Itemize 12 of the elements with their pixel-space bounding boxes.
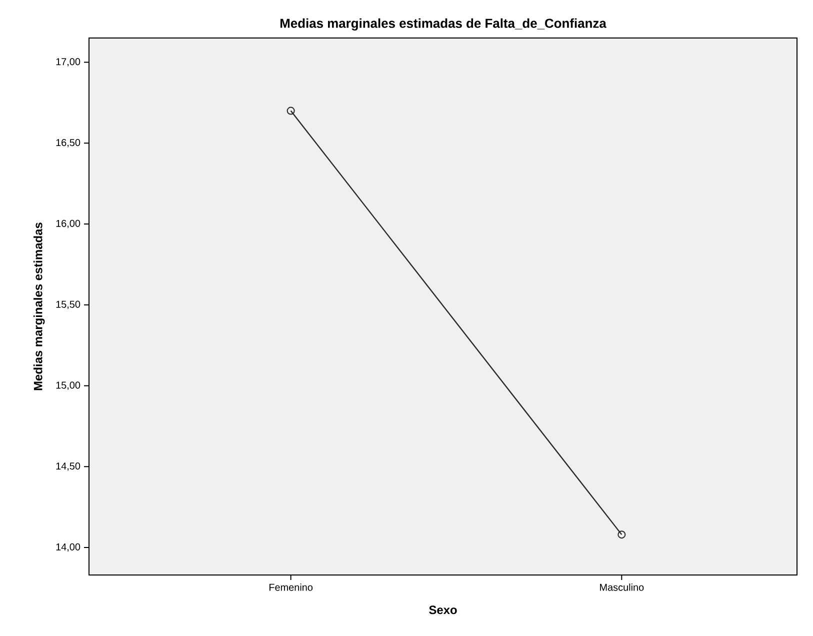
- y-tick-label: 14,50: [56, 462, 80, 471]
- x-tick-label: Masculino: [600, 584, 644, 591]
- x-axis-title: Sexo: [429, 606, 457, 614]
- chart-title: Medias marginales estimadas de Falta_de_Confianza: [280, 18, 606, 30]
- x-tick-label: Femenino: [269, 584, 313, 591]
- y-tick-label: 15,00: [56, 382, 80, 390]
- y-tick-label: 16,00: [56, 220, 80, 228]
- y-tick-label: 16,50: [56, 139, 80, 148]
- y-axis-title: Medias marginales estimadas: [34, 222, 45, 390]
- y-tick-label: 14,00: [56, 543, 80, 552]
- y-tick-label: 17,00: [56, 58, 80, 66]
- y-tick-label: 15,50: [56, 300, 80, 309]
